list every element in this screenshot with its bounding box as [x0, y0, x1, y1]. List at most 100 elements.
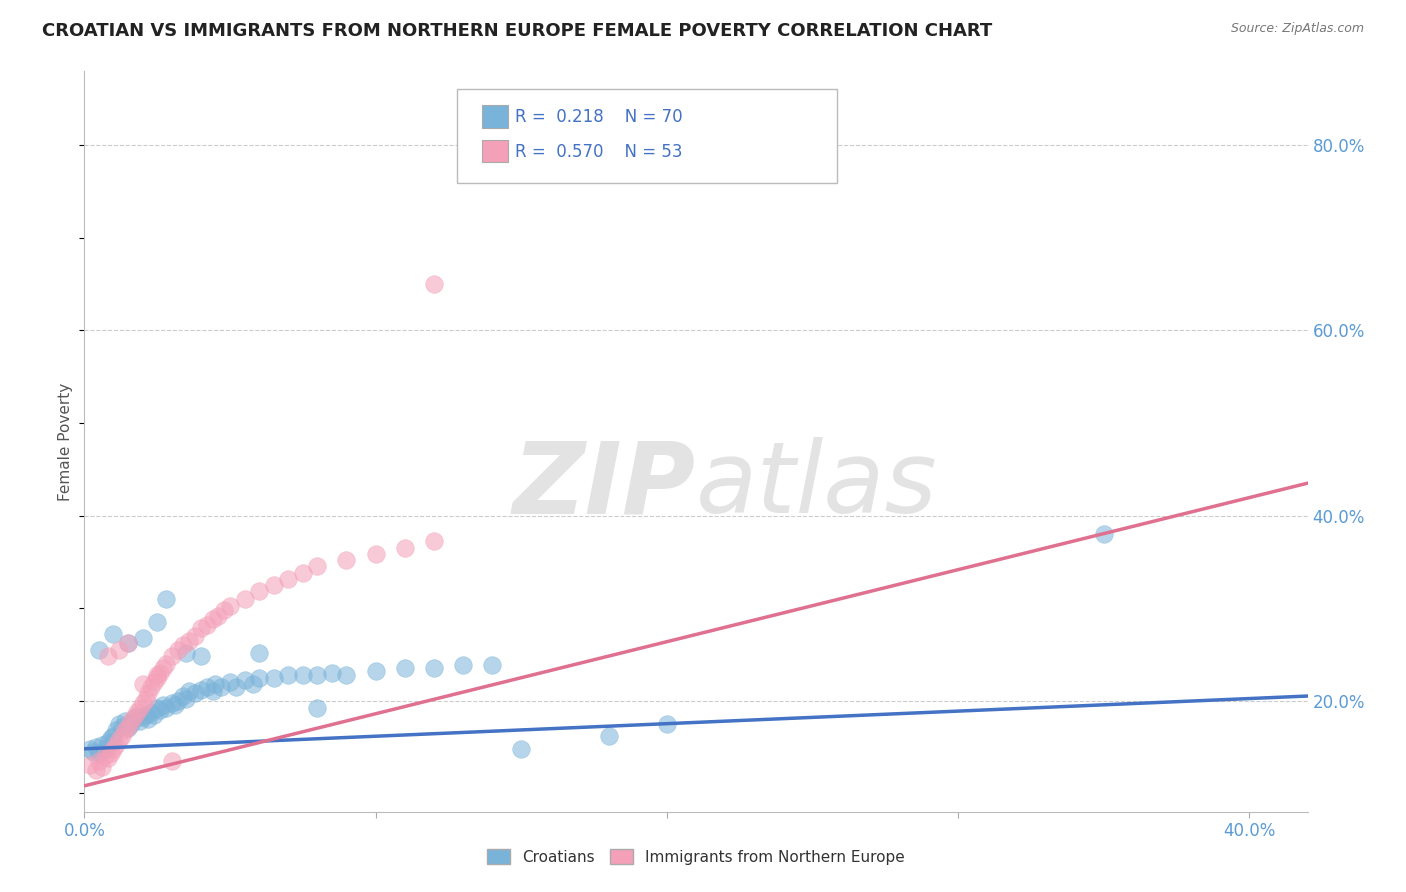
- Point: [131, 710, 153, 724]
- Point: [141, 680, 163, 694]
- Point: [212, 603, 235, 617]
- Point: [90, 760, 112, 774]
- Point: [155, 657, 177, 671]
- Point: [143, 707, 166, 722]
- Point: [79, 741, 101, 756]
- Y-axis label: Female Poverty: Female Poverty: [58, 383, 73, 500]
- Point: [103, 627, 125, 641]
- Point: [598, 729, 620, 743]
- Point: [291, 566, 314, 580]
- Point: [481, 658, 503, 673]
- Point: [166, 642, 188, 657]
- Point: [111, 720, 134, 734]
- Point: [423, 277, 446, 292]
- Point: [163, 698, 186, 713]
- Point: [174, 691, 197, 706]
- Point: [146, 671, 169, 685]
- Point: [263, 671, 285, 685]
- Point: [184, 686, 207, 700]
- Point: [146, 667, 169, 681]
- Point: [152, 698, 174, 713]
- Point: [146, 615, 169, 629]
- Point: [190, 622, 212, 636]
- Point: [90, 738, 112, 752]
- Point: [125, 709, 148, 723]
- Point: [105, 723, 128, 738]
- Point: [247, 584, 270, 599]
- Point: [160, 649, 183, 664]
- Point: [135, 691, 157, 706]
- Point: [108, 642, 131, 657]
- Point: [219, 675, 242, 690]
- Point: [105, 738, 128, 752]
- Point: [108, 716, 131, 731]
- Point: [100, 747, 122, 761]
- Point: [1092, 527, 1115, 541]
- Point: [263, 578, 285, 592]
- Point: [103, 741, 125, 756]
- Point: [138, 686, 160, 700]
- Point: [149, 703, 172, 717]
- Point: [111, 729, 134, 743]
- Point: [131, 696, 153, 710]
- Point: [307, 667, 329, 681]
- Point: [233, 591, 256, 606]
- Point: [143, 675, 166, 690]
- Point: [277, 572, 299, 586]
- Point: [122, 712, 145, 726]
- Text: R =  0.570    N = 53: R = 0.570 N = 53: [515, 143, 682, 161]
- Point: [97, 735, 120, 749]
- Point: [79, 758, 101, 772]
- Point: [108, 732, 131, 747]
- Point: [120, 714, 142, 728]
- Point: [120, 716, 142, 731]
- Point: [155, 701, 177, 715]
- Legend: Croatians, Immigrants from Northern Europe: Croatians, Immigrants from Northern Euro…: [481, 843, 911, 871]
- Point: [117, 636, 139, 650]
- Point: [233, 673, 256, 688]
- Point: [160, 754, 183, 768]
- Point: [160, 696, 183, 710]
- Point: [394, 541, 416, 555]
- Point: [114, 723, 136, 738]
- Point: [307, 701, 329, 715]
- Point: [84, 739, 107, 754]
- Point: [117, 722, 139, 736]
- Point: [219, 599, 242, 614]
- Point: [138, 712, 160, 726]
- Point: [179, 633, 201, 648]
- Point: [364, 548, 387, 562]
- Point: [195, 617, 218, 632]
- Point: [146, 701, 169, 715]
- Point: [114, 714, 136, 728]
- Point: [172, 689, 194, 703]
- Point: [172, 638, 194, 652]
- Point: [510, 741, 533, 756]
- Text: Source: ZipAtlas.com: Source: ZipAtlas.com: [1230, 22, 1364, 36]
- Point: [190, 682, 212, 697]
- Point: [201, 684, 224, 698]
- Point: [335, 553, 357, 567]
- Text: atlas: atlas: [696, 437, 938, 534]
- Point: [152, 661, 174, 675]
- Point: [131, 677, 153, 691]
- Point: [190, 649, 212, 664]
- Point: [87, 747, 110, 761]
- Point: [207, 608, 229, 623]
- Point: [204, 677, 226, 691]
- Text: ZIP: ZIP: [513, 437, 696, 534]
- Point: [307, 559, 329, 574]
- Point: [423, 661, 446, 675]
- Point: [364, 664, 387, 678]
- Point: [87, 642, 110, 657]
- Text: CROATIAN VS IMMIGRANTS FROM NORTHERN EUROPE FEMALE POVERTY CORRELATION CHART: CROATIAN VS IMMIGRANTS FROM NORTHERN EUR…: [42, 22, 993, 40]
- Point: [394, 661, 416, 675]
- Point: [423, 534, 446, 549]
- Point: [149, 665, 172, 680]
- Point: [242, 677, 264, 691]
- Point: [291, 667, 314, 681]
- Point: [655, 716, 678, 731]
- Point: [155, 591, 177, 606]
- Point: [87, 754, 110, 768]
- Point: [166, 694, 188, 708]
